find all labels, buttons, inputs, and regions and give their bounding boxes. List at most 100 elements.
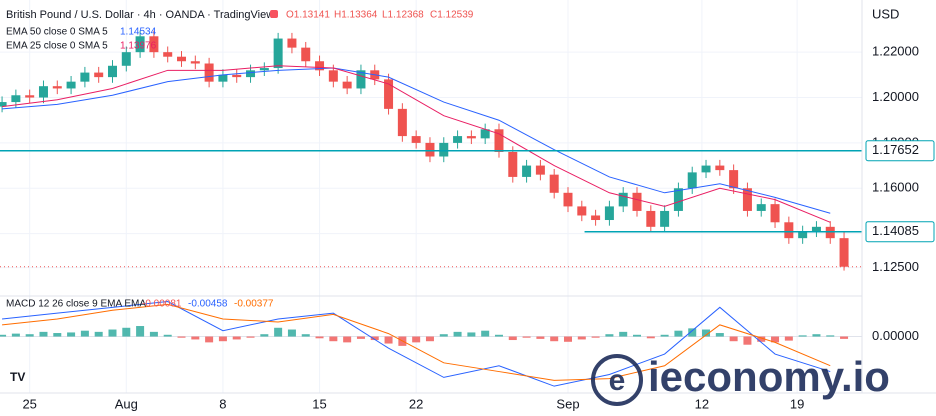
- candle-body: [25, 95, 35, 98]
- ohlc-value: C1.12539: [430, 10, 474, 21]
- macd-histogram-bar: [481, 330, 490, 337]
- macd-histogram-bar: [743, 336, 752, 345]
- candle-body: [577, 206, 587, 216]
- macd-value: -0.00458: [188, 299, 228, 310]
- candle-body: [480, 129, 490, 139]
- level-label-box: [865, 221, 935, 243]
- candle-body: [811, 226, 821, 232]
- macd-histogram-bar: [467, 332, 476, 337]
- macd-histogram-bar: [577, 336, 586, 340]
- macd-histogram-bar: [370, 336, 379, 341]
- svg-text:e: e: [609, 364, 626, 397]
- macd-histogram-bar: [646, 336, 655, 339]
- candle-body: [632, 192, 642, 211]
- candle-body: [328, 70, 338, 82]
- x-tick-label: 12: [695, 396, 709, 411]
- ema-line: [2, 65, 831, 223]
- candle-body: [715, 165, 725, 171]
- macd-histogram-bar: [550, 336, 559, 342]
- macd-histogram-bar: [702, 329, 711, 337]
- candle-body: [784, 222, 794, 239]
- x-tick-label: Sep: [556, 396, 579, 411]
- macd-value: -0.00377: [234, 299, 274, 310]
- candle-body: [80, 72, 90, 82]
- x-tick-label: Aug: [115, 396, 138, 411]
- candle-body: [204, 63, 214, 82]
- candle-body: [798, 231, 808, 239]
- watermark-text: ieconomy.io: [648, 353, 890, 400]
- macd-histogram-bar: [522, 336, 531, 338]
- candle-body: [163, 52, 173, 57]
- candle-body: [701, 165, 711, 173]
- macd-histogram-bar: [53, 333, 62, 337]
- macd-line: [2, 300, 831, 387]
- macd-histogram-bar: [771, 336, 780, 343]
- macd-histogram-bar: [508, 336, 517, 341]
- macd-histogram-bar: [619, 331, 628, 337]
- candle-body: [494, 129, 504, 152]
- currency: USD: [872, 6, 899, 21]
- candle-body: [756, 204, 766, 211]
- candle-body: [246, 70, 256, 78]
- macd-histogram-bar: [688, 328, 697, 337]
- macd-histogram-bar: [329, 336, 338, 342]
- ohlc-value: L1.12368: [382, 10, 424, 21]
- candle-body: [38, 86, 48, 98]
- macd-histogram-bar: [356, 336, 365, 339]
- candle-body: [301, 47, 311, 62]
- level-label-box: [865, 140, 935, 162]
- watermark: e ieconomy.io: [591, 353, 890, 406]
- candle-body: [259, 68, 269, 71]
- candle-body: [522, 165, 532, 177]
- macd-histogram-bar: [563, 336, 572, 342]
- candle-body: [687, 172, 697, 189]
- x-tick-label: 8: [219, 396, 226, 411]
- candle-body: [839, 238, 849, 267]
- candle-body: [535, 165, 545, 175]
- candle-body: [315, 61, 325, 71]
- candle-body: [107, 65, 117, 78]
- x-tick-label: 25: [22, 396, 36, 411]
- legend-value: 1.14534: [120, 27, 157, 38]
- candle-body: [825, 226, 835, 239]
- legend-value: 1.13976: [120, 41, 157, 52]
- candle-body: [618, 192, 628, 207]
- ohlc-value: H1.13364: [334, 10, 378, 21]
- candle-body: [66, 81, 76, 89]
- candle-body: [770, 204, 780, 223]
- macd-histogram-bar: [136, 326, 145, 337]
- candle-body: [0, 102, 7, 107]
- macd-tick-label: 0.00000: [872, 328, 919, 343]
- macd-histogram-bar: [149, 331, 158, 337]
- macd-histogram-bar: [812, 334, 821, 337]
- macd-histogram-bar: [218, 336, 227, 342]
- candle-body: [508, 151, 518, 177]
- candle-body: [121, 52, 131, 66]
- candle-body: [149, 36, 159, 53]
- candle-body: [591, 215, 601, 221]
- macd-histogram-bar: [122, 327, 131, 337]
- legend-name: EMA 50 close 0 SMA 5: [6, 27, 108, 38]
- candle-body: [384, 79, 394, 109]
- tv-logo: TV: [10, 370, 25, 384]
- macd-histogram-bar: [757, 336, 766, 342]
- macd-histogram-bar: [163, 334, 172, 337]
- x-tick-label: 22: [409, 396, 423, 411]
- macd-histogram-bar: [343, 336, 352, 343]
- candle-body: [190, 61, 200, 64]
- macd-histogram-bar: [840, 336, 849, 339]
- macd-histogram-bar: [191, 336, 200, 340]
- macd-line: [2, 303, 831, 381]
- macd-histogram-bar: [80, 330, 89, 337]
- candle-body: [660, 210, 670, 227]
- macd-histogram-bar: [246, 336, 255, 338]
- candle-body: [52, 86, 62, 89]
- macd-histogram-bar: [108, 329, 117, 337]
- macd-histogram-bar: [315, 336, 324, 339]
- candle-body: [742, 188, 752, 211]
- y-tick-label: 1.12500: [872, 259, 919, 274]
- macd-histogram-bar: [633, 334, 642, 337]
- ema-line: [2, 67, 831, 214]
- macd-histogram-bar: [232, 336, 241, 340]
